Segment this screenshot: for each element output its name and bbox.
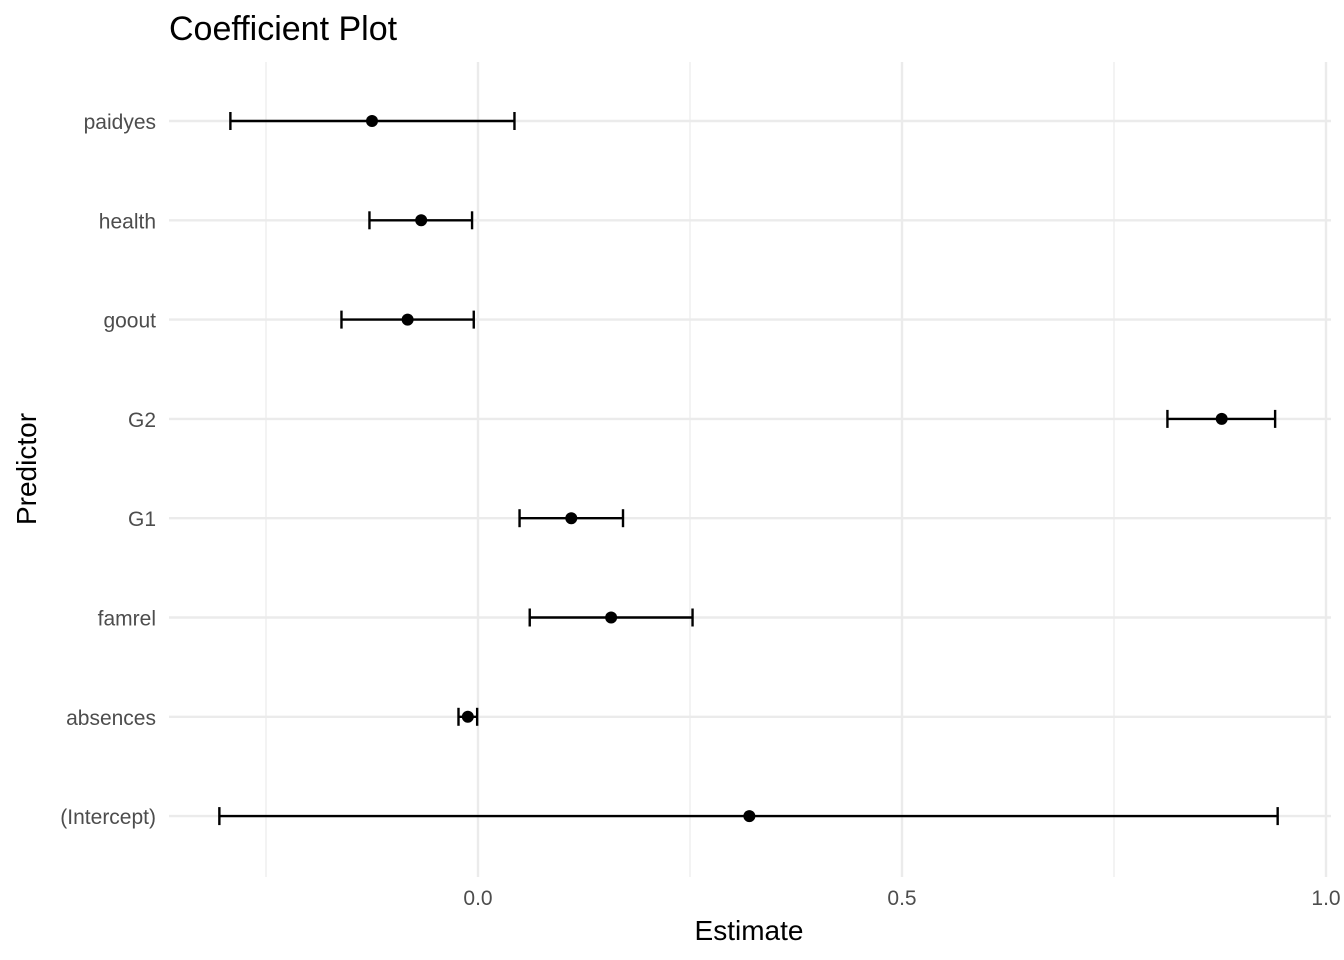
estimate-point xyxy=(366,115,378,127)
chart-title: Coefficient Plot xyxy=(169,10,398,48)
estimate-point xyxy=(1215,412,1228,425)
estimate-point xyxy=(743,810,756,823)
x-tick-label: 0.5 xyxy=(887,887,916,910)
y-tick-label: goout xyxy=(103,310,156,333)
x-tick-label: 1.0 xyxy=(1311,887,1340,910)
estimate-point xyxy=(401,313,414,326)
y-tick-label: health xyxy=(99,210,156,233)
estimate-point xyxy=(461,710,474,723)
estimate-points xyxy=(366,115,1228,823)
y-tick-label: (Intercept) xyxy=(60,806,156,829)
y-tick-label: G1 xyxy=(128,508,156,531)
x-tick-label: 0.0 xyxy=(463,887,492,910)
estimate-point xyxy=(565,512,578,525)
y-tick-label: paidyes xyxy=(84,111,156,134)
y-tick-labels: (Intercept) absences famrel G1 G2 goout health… xyxy=(60,111,156,829)
y-tick-label: G2 xyxy=(128,409,156,432)
x-axis-title: Estimate xyxy=(695,915,804,946)
grid-layer xyxy=(169,62,1331,877)
estimate-point xyxy=(415,214,428,227)
confidence-intervals xyxy=(218,112,1279,826)
x-tick-labels: 0.0 0.5 1.0 xyxy=(463,887,1340,910)
y-tick-label: famrel xyxy=(98,608,156,631)
y-axis-title: Predictor xyxy=(11,413,42,525)
y-tick-label: absences xyxy=(66,707,156,730)
estimate-point xyxy=(605,611,618,624)
